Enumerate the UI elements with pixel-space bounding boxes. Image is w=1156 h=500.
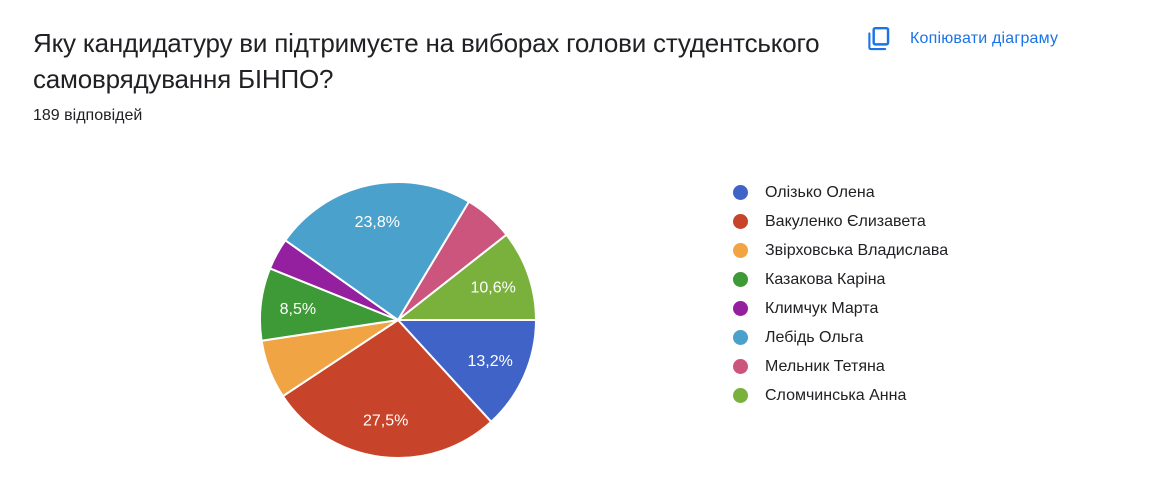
slice-percent-label: 8,5% [280,301,316,318]
slice-percent-label: 23,8% [355,214,400,231]
legend-item-5: Климчук Марта [733,294,948,323]
pie-slice-1[interactable] [397,319,537,423]
legend-label: Казакова Каріна [765,270,886,288]
slice-percent-label: 27,5% [363,413,408,430]
legend-swatch [733,359,748,374]
legend-item-1: Олізько Олена [733,178,948,207]
legend-swatch [733,330,748,345]
slice-percent-label: 10,6% [471,280,516,297]
pie-slice-2[interactable] [281,319,493,459]
pie-chart: 13,2% 27,5% 8,5% 23,8% 10,6% [259,181,537,459]
legend-item-6: Лебідь Ольга [733,323,948,352]
legend-label: Мельник Тетяна [765,357,885,375]
legend-item-8: Сломчинська Анна [733,381,948,410]
legend-swatch [733,301,748,316]
legend-label: Климчук Марта [765,299,879,317]
legend-swatch [733,243,748,258]
responses-count: 189 відповідей [33,107,143,124]
legend-label: Сломчинська Анна [765,386,907,404]
copy-chart-button-label: Копіювати діаграму [910,30,1059,47]
copy-icon [868,26,890,50]
legend-swatch [733,214,748,229]
legend-swatch [733,272,748,287]
legend-label: Вакуленко Єлизавета [765,212,926,230]
chart-legend: Олізько Олена Вакуленко Єлизавета Звірховс… [733,178,948,410]
pie-slice-8[interactable] [397,233,537,321]
copy-chart-button[interactable]: Копіювати діаграму [864,24,1058,54]
legend-label: Звірховська Владислава [765,241,949,259]
slice-percent-label: 13,2% [468,353,513,370]
question-title: Яку кандидатуру ви підтримуєте на вибора… [33,28,820,94]
pie-slice-6[interactable] [284,181,470,321]
legend-item-4: Казакова Каріна [733,265,948,294]
legend-swatch [733,388,748,403]
legend-swatch [733,185,748,200]
pie-chart-area: 13,2% 27,5% 8,5% 23,8% 10,6% [250,172,550,472]
legend-item-2: Вакуленко Єлизавета [733,207,948,236]
legend-label: Лебідь Ольга [765,328,864,346]
legend-item-7: Мельник Тетяна [733,352,948,381]
legend-item-3: Звірховська Владислава [733,236,948,265]
legend-label: Олізько Олена [765,183,875,201]
